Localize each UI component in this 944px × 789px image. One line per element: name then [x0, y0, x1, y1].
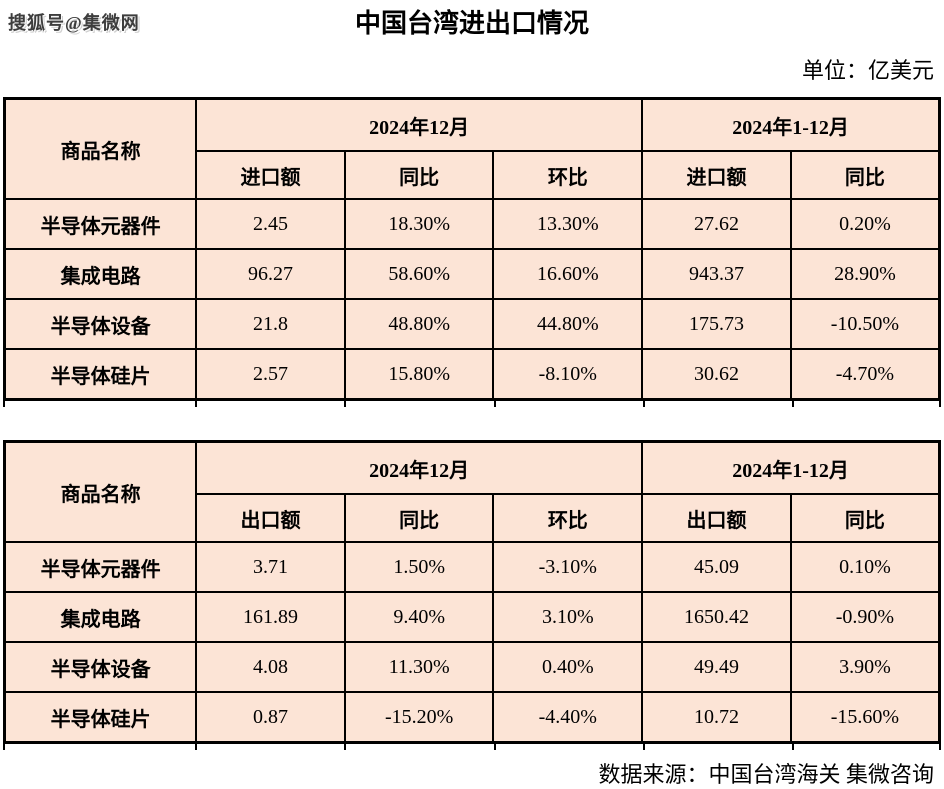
cell-value: 3.10%	[492, 591, 644, 643]
cell-value: 49.49	[641, 641, 792, 693]
cell-value: 9.40%	[343, 591, 495, 643]
data-source-label: 数据来源：中国台湾海关 集微咨询	[598, 762, 934, 787]
table-row: 半导体硅片 0.87 -15.20% -4.40% 10.72 -15.60%	[3, 691, 941, 744]
header-mom-month: 环比	[492, 150, 644, 200]
cell-value: 48.80%	[343, 298, 495, 350]
cell-value: 2.57	[195, 348, 346, 401]
row-label: 半导体设备	[3, 641, 198, 693]
header-yoy-year: 同比	[789, 150, 941, 200]
header-group-year-2024: 2024年1-12月	[641, 97, 941, 152]
cell-value: 45.09	[641, 541, 792, 593]
header-export-value-year: 出口额	[641, 493, 792, 543]
cell-value: 1650.42	[641, 591, 792, 643]
page-title: 中国台湾进出口情况	[354, 9, 589, 38]
cell-value: 13.30%	[492, 198, 644, 250]
header-product-name: 商品名称	[3, 97, 198, 200]
cell-value: 58.60%	[343, 248, 495, 300]
cell-value: 3.90%	[789, 641, 941, 693]
import-table-wrap: 商品名称 2024年12月 2024年1-12月 进口额 同比 环比 进口额 同…	[3, 97, 941, 408]
cell-value: -8.10%	[492, 348, 644, 401]
header-yoy-month: 同比	[343, 493, 495, 543]
cell-value: 18.30%	[343, 198, 495, 250]
cell-value: -15.60%	[789, 691, 941, 744]
cell-value: 10.72	[641, 691, 792, 744]
table-row: 集成电路 161.89 9.40% 3.10% 1650.42 -0.90%	[3, 591, 941, 643]
row-label: 半导体硅片	[3, 691, 198, 744]
cell-value: 943.37	[641, 248, 792, 300]
export-header-groups: 商品名称 2024年12月 2024年1-12月	[3, 440, 941, 543]
row-label: 集成电路	[3, 248, 198, 300]
cell-value: 2.45	[195, 198, 346, 250]
cell-value: 0.20%	[789, 198, 941, 250]
export-table-wrap: 商品名称 2024年12月 2024年1-12月 出口额 同比 环比 出口额 同…	[3, 440, 941, 751]
cell-value: 21.8	[195, 298, 346, 350]
cell-value: 44.80%	[492, 298, 644, 350]
cell-value: -10.50%	[789, 298, 941, 350]
cell-value: 161.89	[195, 591, 346, 643]
table-row: 半导体硅片 2.57 15.80% -8.10% 30.62 -4.70%	[3, 348, 941, 401]
import-table: 商品名称 2024年12月 2024年1-12月 进口额 同比 环比 进口额 同…	[3, 97, 941, 401]
cell-value: -15.20%	[343, 691, 495, 744]
row-label: 半导体硅片	[3, 348, 198, 401]
cell-value: 4.08	[195, 641, 346, 693]
cell-value: -3.10%	[492, 541, 644, 593]
cell-value: 27.62	[641, 198, 792, 250]
header-group-dec-2024: 2024年12月	[195, 440, 644, 495]
cell-value: 30.62	[641, 348, 792, 401]
gridline-stubs	[3, 744, 941, 751]
header-group-year-2024: 2024年1-12月	[641, 440, 941, 495]
cell-value: 11.30%	[343, 641, 495, 693]
cell-value: 15.80%	[343, 348, 495, 401]
header-mom-month: 环比	[492, 493, 644, 543]
cell-value: 0.87	[195, 691, 346, 744]
table-row: 半导体元器件 2.45 18.30% 13.30% 27.62 0.20%	[3, 198, 941, 250]
cell-value: 0.10%	[789, 541, 941, 593]
import-header-subs: 进口额 同比 环比 进口额 同比	[5, 150, 941, 200]
import-header-groups: 商品名称 2024年12月 2024年1-12月	[3, 97, 941, 200]
table-row: 集成电路 96.27 58.60% 16.60% 943.37 28.90%	[3, 248, 941, 300]
cell-value: 0.40%	[492, 641, 644, 693]
unit-label: 单位：亿美元	[801, 58, 934, 83]
cell-value: 3.71	[195, 541, 346, 593]
export-header-subs: 出口额 同比 环比 出口额 同比	[5, 493, 941, 543]
header-product-name: 商品名称	[3, 440, 198, 543]
header-import-value-year: 进口额	[641, 150, 792, 200]
export-table: 商品名称 2024年12月 2024年1-12月 出口额 同比 环比 出口额 同…	[3, 440, 941, 744]
table-row: 半导体元器件 3.71 1.50% -3.10% 45.09 0.10%	[3, 541, 941, 593]
sohu-watermark: 搜狐号@集微网	[8, 13, 140, 33]
cell-value: -4.40%	[492, 691, 644, 744]
row-label: 集成电路	[3, 591, 198, 643]
header-import-value-month: 进口额	[195, 150, 346, 200]
cell-value: 28.90%	[789, 248, 941, 300]
cell-value: 175.73	[641, 298, 792, 350]
gridline-stubs	[3, 401, 941, 408]
row-label: 半导体元器件	[3, 541, 198, 593]
header-yoy-year: 同比	[789, 493, 941, 543]
cell-value: 96.27	[195, 248, 346, 300]
cell-value: -0.90%	[789, 591, 941, 643]
row-label: 半导体设备	[3, 298, 198, 350]
cell-value: 16.60%	[492, 248, 644, 300]
row-label: 半导体元器件	[3, 198, 198, 250]
header-group-dec-2024: 2024年12月	[195, 97, 644, 152]
cell-value: 1.50%	[343, 541, 495, 593]
table-row: 半导体设备 4.08 11.30% 0.40% 49.49 3.90%	[3, 641, 941, 693]
table-row: 半导体设备 21.8 48.80% 44.80% 175.73 -10.50%	[3, 298, 941, 350]
header-yoy-month: 同比	[343, 150, 495, 200]
cell-value: -4.70%	[789, 348, 941, 401]
header-export-value-month: 出口额	[195, 493, 346, 543]
